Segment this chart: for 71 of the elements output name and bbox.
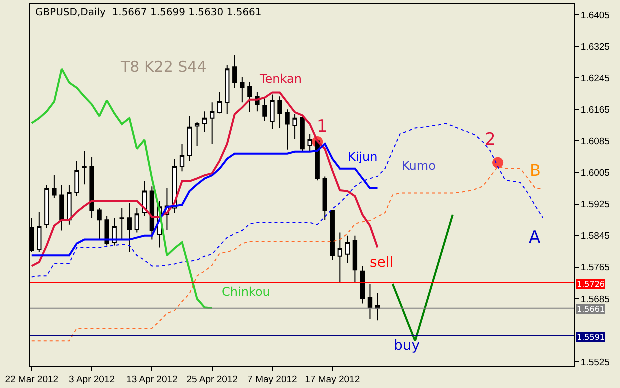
candlestick <box>300 116 305 152</box>
series-label: Chinkou <box>222 285 270 299</box>
candlestick <box>97 208 102 240</box>
x-tick-label: 7 May 2012 <box>248 374 298 386</box>
candlestick <box>345 235 350 264</box>
candlestick <box>232 54 238 88</box>
candlestick <box>202 111 208 133</box>
candlestick <box>60 184 64 232</box>
candlestick <box>292 114 298 140</box>
annotation: B <box>530 161 541 180</box>
y-tick-label: 1.5685 <box>580 294 610 306</box>
x-tick-label: 22 Mar 2012 <box>5 374 59 386</box>
x-tick-label: 3 Apr 2012 <box>69 374 116 386</box>
candlestick <box>352 235 358 283</box>
y-tick-label: 1.5525 <box>580 357 610 368</box>
candlestick <box>218 91 222 114</box>
annotation: sell <box>370 255 394 271</box>
y-tick-label: 1.6005 <box>580 168 610 180</box>
ref-line-label: 1.5726 <box>577 280 605 289</box>
annotation: buy <box>394 338 420 354</box>
annotation: 2 <box>485 130 496 150</box>
candlestick <box>187 116 192 162</box>
candlestick <box>44 184 50 228</box>
series-label: Kijun <box>348 150 378 164</box>
series-label: Tenkan <box>259 72 302 86</box>
y-tick-label: 1.5925 <box>580 200 610 211</box>
candlestick <box>248 82 252 113</box>
chart-title: GBPUSD,Daily 1.5667 1.5699 1.5630 1.5661 <box>35 8 262 18</box>
candlestick <box>338 232 342 283</box>
candlestick <box>322 176 328 221</box>
candlestick <box>67 184 72 226</box>
annotation: T8 K22 S44 <box>120 58 207 76</box>
annotation: A <box>529 228 541 248</box>
candlestick <box>225 64 230 115</box>
candlestick <box>210 102 215 144</box>
candlestick <box>104 216 110 246</box>
candlestick <box>127 202 132 253</box>
candlestick <box>368 283 373 320</box>
annotation: 1 <box>317 117 328 137</box>
candlestick <box>270 94 275 130</box>
ref-line-label: 1.5661 <box>577 305 605 314</box>
y-tick-label: 1.6245 <box>580 73 610 84</box>
candlestick <box>180 143 185 172</box>
candlestick <box>52 175 57 199</box>
annotation: Kumo <box>402 159 436 173</box>
candlestick <box>278 96 282 129</box>
y-tick-label: 1.6165 <box>580 105 610 116</box>
candlestick <box>134 208 140 234</box>
y-tick-label: 1.6325 <box>580 42 610 53</box>
candlestick <box>308 134 312 152</box>
candlestick <box>330 210 335 261</box>
candlestick <box>194 122 200 146</box>
candlestick <box>240 76 245 104</box>
candlestick <box>360 266 366 304</box>
candlestick <box>262 97 268 122</box>
x-tick-label: 25 Apr 2012 <box>186 374 238 386</box>
candlestick <box>120 208 124 240</box>
candlestick <box>285 109 290 150</box>
y-tick-label: 1.5845 <box>580 231 610 242</box>
candlestick <box>37 212 42 253</box>
ref-line-label: 1.5591 <box>577 333 605 342</box>
candlestick <box>74 160 80 197</box>
y-tick-label: 1.6085 <box>580 136 610 148</box>
candlestick <box>90 156 94 219</box>
candlestick <box>375 292 380 322</box>
x-tick-label: 13 Apr 2012 <box>126 374 178 386</box>
y-tick-label: 1.6405 <box>580 10 610 22</box>
candlestick <box>82 150 87 186</box>
candlestick <box>150 186 155 240</box>
x-tick-label: 17 May 2012 <box>305 374 360 386</box>
y-tick-label: 1.5765 <box>580 262 610 274</box>
